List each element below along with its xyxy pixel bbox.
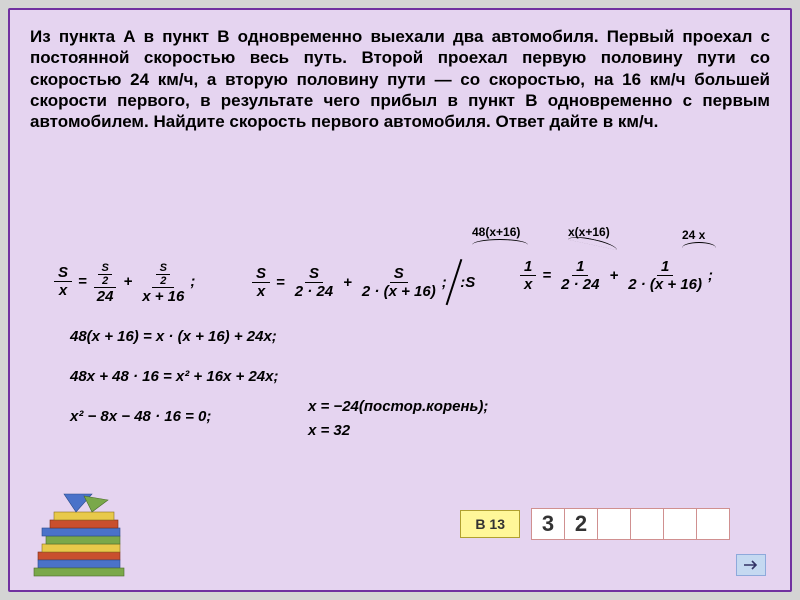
answer-cells: 3 2: [532, 508, 730, 540]
work-line-3: x² − 8x − 48 · 16 = 0;: [70, 408, 211, 425]
answer-cell-3[interactable]: [597, 508, 631, 540]
annotation-2: x(x+16): [568, 225, 618, 245]
annotation-3: 24 x: [682, 228, 716, 248]
arrow-right-icon: [743, 559, 759, 571]
answer-cell-5[interactable]: [663, 508, 697, 540]
work-root-1: x = −24(постор.корень);: [308, 398, 488, 415]
books-icon: [28, 490, 148, 580]
next-button[interactable]: [736, 554, 766, 576]
work-root-2: x = 32: [308, 422, 350, 439]
divide-label: :S: [460, 274, 475, 291]
divide-bar-icon: [445, 259, 461, 305]
slide-container: Из пункта А в пункт В одновременно выеха…: [8, 8, 792, 592]
annotation-3-label: 24 x: [682, 228, 705, 242]
task-button[interactable]: В 13: [460, 510, 520, 538]
work-line-1: 48(x + 16) = x · (x + 16) + 24x;: [70, 328, 277, 345]
work-line-2: 48x + 48 · 16 = x² + 16x + 24x;: [70, 368, 279, 385]
equation-2: Sx = S2 · 24 + S2 · (x + 16) ; :S: [250, 258, 475, 306]
equation-1: Sx = S224 + S2x + 16 ;: [52, 258, 195, 305]
annotation-1-label: 48(x+16): [472, 225, 520, 239]
problem-text: Из пункта А в пункт В одновременно выеха…: [28, 24, 772, 134]
equation-3: 1x = 12 · 24 + 12 · (x + 16) ;: [518, 258, 713, 293]
answer-cell-6[interactable]: [696, 508, 730, 540]
answer-row: В 13 3 2: [460, 508, 730, 540]
annotation-1: 48(x+16): [472, 225, 528, 245]
answer-cell-1[interactable]: 3: [531, 508, 565, 540]
answer-cell-4[interactable]: [630, 508, 664, 540]
answer-cell-2[interactable]: 2: [564, 508, 598, 540]
